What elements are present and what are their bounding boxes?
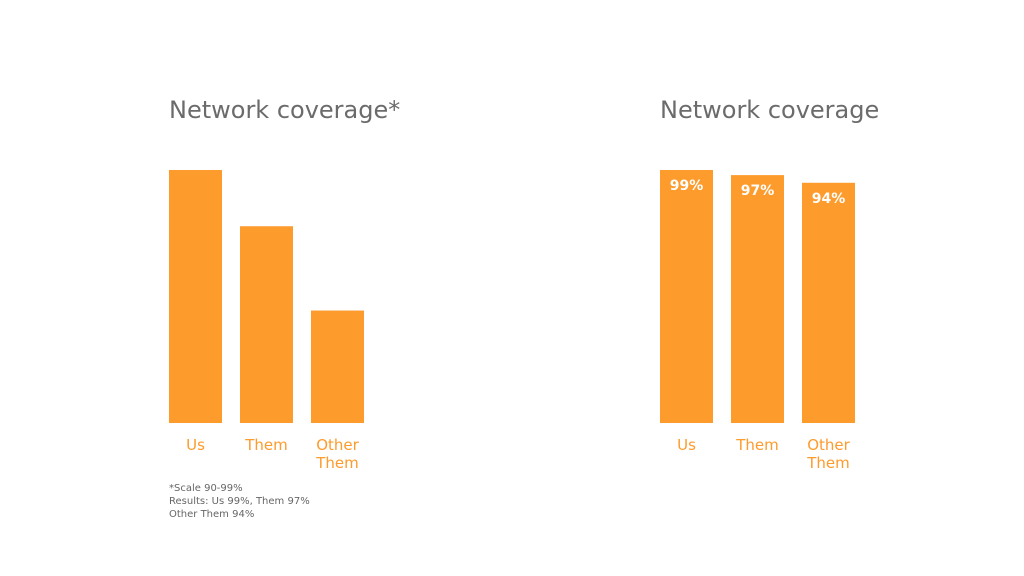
right-category-label-2: Other	[807, 436, 850, 454]
left-category-label-2: Them	[315, 454, 359, 472]
footnote-line: Results: Us 99%, Them 97%	[169, 496, 310, 507]
left-category-label-1: Them	[244, 436, 288, 454]
right-bar-0	[660, 170, 713, 423]
right-category-label-1: Them	[735, 436, 779, 454]
right-category-label-2: Them	[806, 454, 850, 472]
right-category-label-0: Us	[677, 436, 696, 454]
left-bar-0	[169, 170, 222, 423]
right-value-label-2: 94%	[812, 191, 846, 207]
right-bar-1	[731, 175, 784, 423]
footnote-line: Other Them 94%	[169, 509, 255, 520]
left-chart-footnote: *Scale 90-99% Results: Us 99%, Them 97% …	[169, 482, 310, 521]
footnote-line: *Scale 90-99%	[169, 483, 243, 494]
left-category-label-0: Us	[186, 436, 205, 454]
right-bar-2	[802, 182, 855, 423]
right-value-label-0: 99%	[670, 178, 704, 194]
right-value-label-1: 97%	[741, 183, 775, 199]
left-bar-1	[240, 226, 293, 423]
left-chart-title: Network coverage*	[169, 96, 401, 124]
right-chart-title: Network coverage	[660, 96, 880, 124]
left-bar-2	[311, 310, 364, 423]
left-category-label-2: Other	[316, 436, 359, 454]
